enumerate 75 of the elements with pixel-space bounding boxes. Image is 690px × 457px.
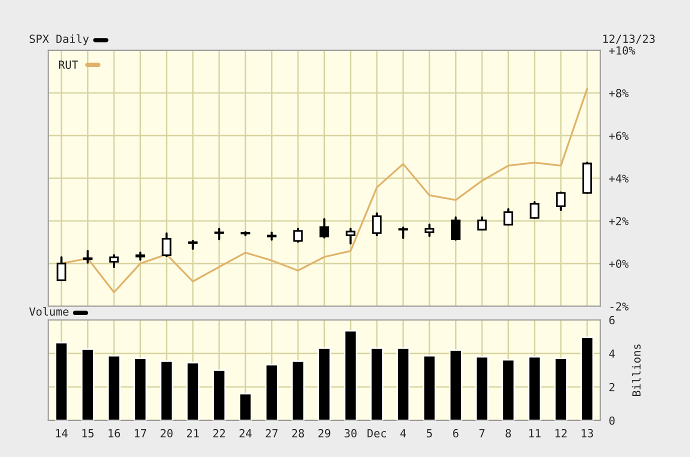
x-tick-label: 16 [108, 429, 120, 438]
candlestick [214, 228, 224, 240]
candlestick [372, 212, 382, 236]
x-tick-label: Dec [368, 429, 386, 438]
bar [554, 358, 568, 420]
candlestick [56, 256, 66, 282]
bar [186, 362, 200, 420]
x-tick-label: 6 [453, 429, 458, 438]
y-tick-label: +0% [609, 260, 629, 268]
bar [134, 358, 147, 420]
text: 12/13/23 [603, 34, 655, 44]
x-tick-label: 14 [56, 429, 68, 438]
bar [291, 360, 305, 420]
y-tick-label: +2% [609, 216, 629, 226]
x-tick-label: 17 [134, 429, 146, 438]
x-tick-label: 30 [344, 429, 357, 438]
candlestick [424, 224, 434, 238]
x-tick-label: 7 [479, 429, 485, 438]
bar [580, 336, 594, 420]
x-tick-label: 12 [556, 429, 567, 438]
x-tick-label: 15 [82, 429, 94, 438]
bar [370, 348, 384, 420]
candlestick [109, 254, 119, 268]
bar [344, 330, 358, 420]
x-tick-label: 5 [426, 429, 432, 438]
candlestick [346, 228, 356, 245]
bar [422, 355, 436, 420]
x-tick-label: 24 [240, 429, 252, 438]
candlestick [477, 216, 487, 231]
x-tick-label: 22 [213, 429, 225, 438]
candlestick [293, 228, 303, 243]
bar [449, 350, 462, 420]
y-axis-title: Billions [632, 344, 641, 396]
x-tick-label: 8 [506, 429, 511, 438]
x-tick-label: 28 [292, 429, 304, 438]
y-tick-label: 4 [609, 350, 615, 358]
y-tick-label: +6% [609, 132, 629, 140]
bar [475, 356, 489, 420]
candlestick [398, 226, 408, 239]
bar [528, 356, 542, 420]
candlestick [504, 208, 514, 226]
x-tick-label: 4 [400, 429, 406, 438]
legend-label: RUT [59, 60, 78, 69]
y-tick-label: +8% [609, 88, 629, 98]
y-tick-label: +10% [609, 46, 636, 55]
y-tick-label: 0 [609, 416, 615, 425]
bar [81, 348, 94, 420]
candlestick [82, 250, 93, 264]
y-tick-label: 6 [609, 316, 615, 324]
chart-title: Volume [29, 307, 68, 316]
candlestick [266, 232, 277, 241]
bar [54, 342, 68, 420]
bar [318, 348, 331, 420]
candlestick [162, 232, 172, 258]
candlestick [450, 216, 461, 241]
x-tick-label: 13 [582, 429, 594, 438]
chart-title: SPX Daily [30, 34, 89, 46]
x-tick-label: 27 [266, 429, 278, 438]
y-tick-label: 2 [609, 382, 614, 392]
y-tick-label: -2% [610, 302, 629, 310]
bar [160, 360, 174, 420]
bar [212, 369, 226, 420]
candlestick [530, 201, 540, 219]
x-tick-label: 11 [529, 429, 541, 438]
candlestick [556, 191, 566, 212]
y-tick-label: +4% [609, 174, 629, 182]
candlestick [320, 218, 330, 239]
bar [396, 348, 410, 420]
bar [238, 392, 252, 420]
bar [107, 355, 121, 420]
x-tick-label: 21 [187, 429, 199, 438]
x-tick-label: 29 [318, 429, 330, 438]
x-tick-label: 20 [160, 429, 173, 438]
bar [502, 359, 515, 420]
bar [265, 364, 278, 420]
